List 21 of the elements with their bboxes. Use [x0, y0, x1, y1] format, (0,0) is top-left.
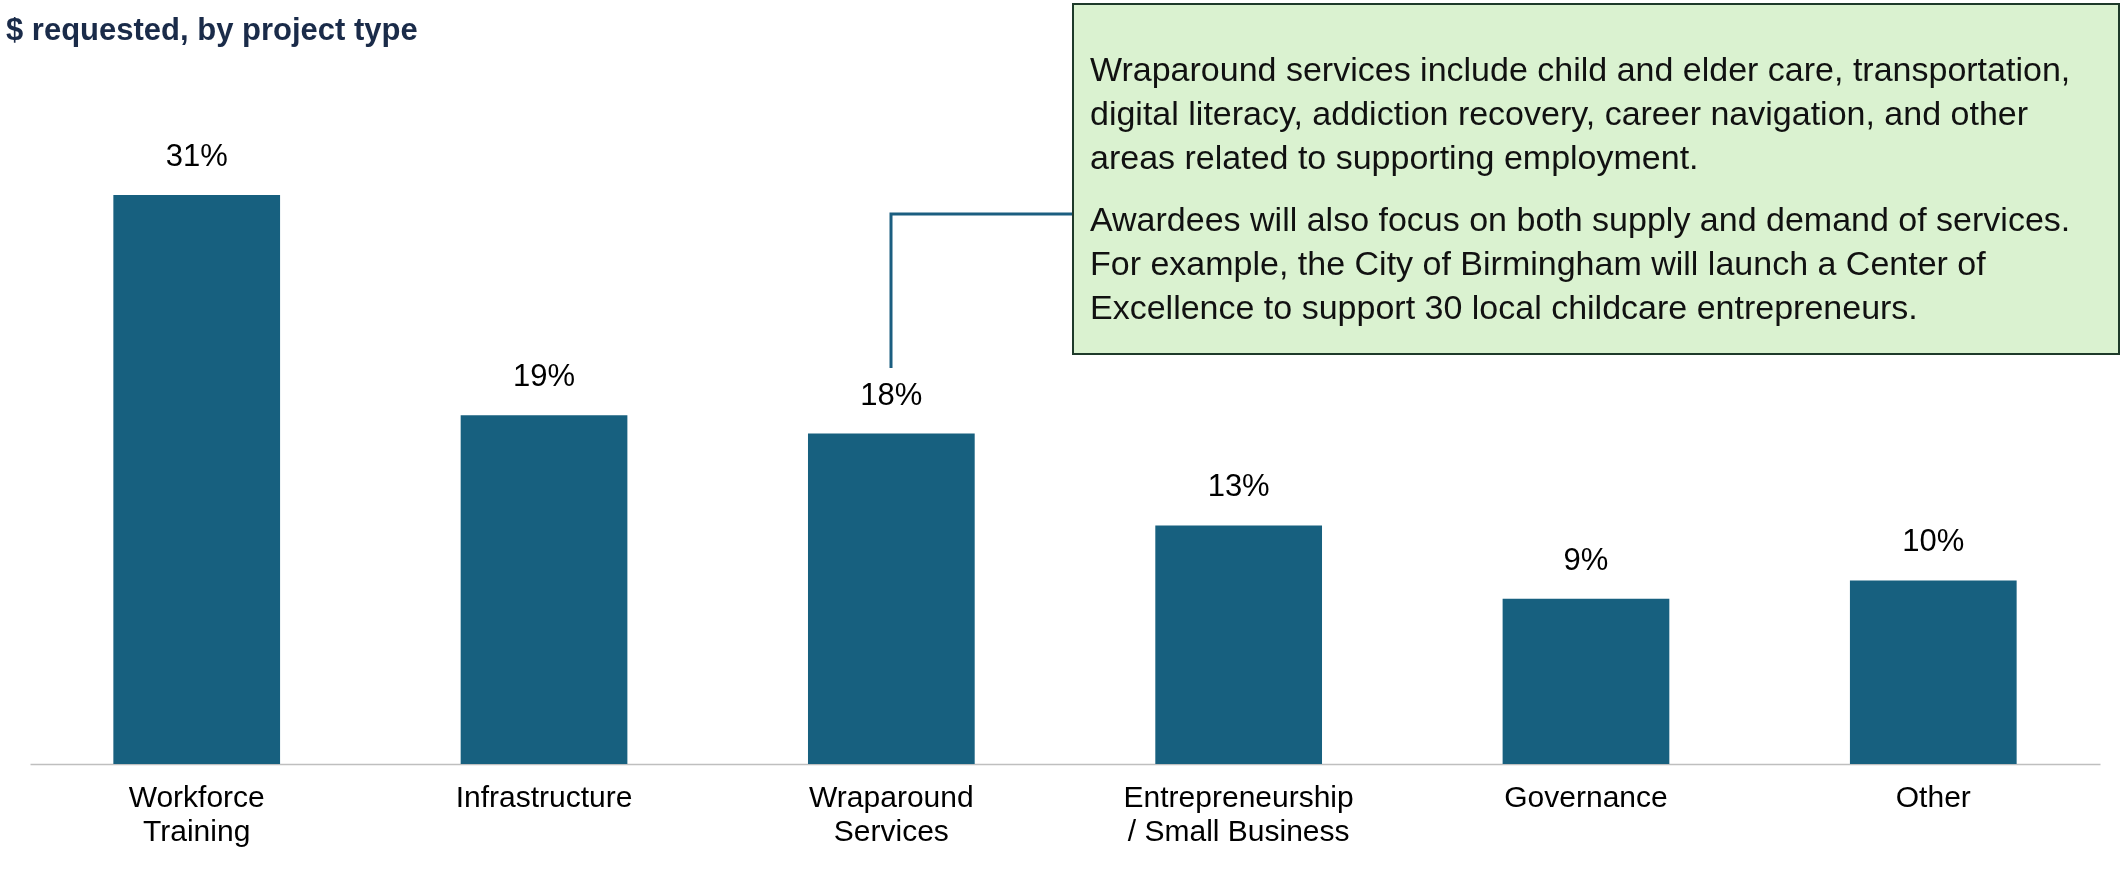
chart-title: $ requested, by project type: [6, 12, 418, 48]
data-label: 31%: [165, 138, 228, 173]
data-label: 13%: [1207, 468, 1270, 504]
bar: [1155, 525, 1323, 764]
x-tick-label: Workforce Training: [128, 779, 265, 847]
x-tick-label: Other: [1895, 779, 1971, 813]
x-tick-label: Entrepreneurship / Small Business: [1123, 779, 1354, 847]
data-label: 9%: [1563, 541, 1609, 577]
x-tick-label: Governance: [1504, 779, 1668, 813]
bar: [1849, 580, 2017, 764]
data-label: 10%: [1902, 523, 1965, 559]
data-label: 19%: [513, 358, 576, 394]
bar: [460, 415, 628, 764]
callout-box: Wraparound services include child and elder care, transportation, digital literacy, addiction recovery, career navigation, and other areas related to supporting employment. Awardees will also focus on both supply and demand of services. For example, the City of Birmingham will launch a Center of Excellence to support 30 local childcare entrepreneurs.: [1072, 3, 2120, 355]
data-label: 18%: [860, 376, 923, 412]
x-tick-label: Infrastructure: [455, 779, 633, 813]
bar: [807, 433, 975, 764]
x-tick-label: Wraparound Services: [809, 779, 974, 847]
bar: [113, 195, 281, 764]
annotation: Awardees will also focus on both supply and demand of services. For example, the City of Birmingham will launch a Center of Excellence to support 30 local childcare entrepreneurs.: [1090, 199, 2072, 328]
bar: [1502, 598, 1670, 764]
